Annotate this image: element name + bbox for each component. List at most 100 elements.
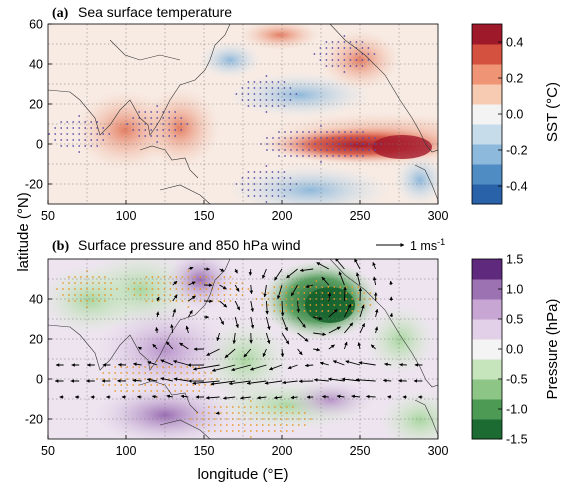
significance-dot	[361, 47, 364, 49]
wind-arrow	[243, 348, 252, 358]
significance-dot	[321, 310, 324, 312]
significance-dot	[157, 276, 160, 278]
significance-dot	[235, 294, 238, 296]
y-tick-label: 40	[29, 58, 43, 72]
colorbar-segment	[472, 164, 502, 185]
significance-dot	[350, 155, 352, 157]
colorbar-tick-label: 0.0	[506, 343, 523, 357]
significance-dot	[126, 390, 129, 392]
x-tick-label: 300	[428, 444, 449, 458]
wind-arrow	[234, 300, 241, 311]
significance-dot	[223, 294, 226, 296]
significance-dot	[279, 304, 282, 306]
colorbar-segment	[472, 379, 502, 400]
panel-b-y-tick-labels: 40 20 0 -20	[25, 293, 52, 427]
significance-dot	[327, 310, 330, 312]
significance-dot	[320, 125, 322, 127]
significance-dot	[231, 412, 234, 414]
significance-dot	[331, 41, 334, 43]
significance-dot	[296, 155, 298, 157]
significance-dot	[344, 137, 346, 139]
significance-dot	[362, 149, 364, 151]
wind-arrow	[219, 268, 225, 272]
significance-dot	[266, 149, 268, 151]
significance-dot	[361, 41, 364, 43]
significance-dot	[116, 288, 118, 290]
significance-dot	[355, 65, 358, 67]
significance-dot	[219, 424, 222, 426]
significance-dot	[168, 117, 171, 119]
significance-dot	[285, 412, 288, 414]
wind-arrow	[354, 259, 361, 270]
significance-dot	[96, 121, 99, 123]
significance-dot	[325, 41, 328, 43]
wind-arrow	[286, 268, 298, 279]
significance-dot	[289, 183, 292, 185]
panel-b-letter: (b)	[52, 239, 69, 254]
significance-dot	[273, 310, 276, 312]
pressure-panel: (b) Surface pressure and 850 hPa wind 1 …	[25, 237, 449, 458]
significance-dot	[261, 424, 264, 426]
significance-dot	[337, 53, 340, 55]
significance-dot	[249, 424, 252, 426]
significance-dot	[261, 292, 264, 294]
significance-dot	[192, 372, 195, 374]
significance-dot	[174, 384, 177, 386]
significance-dot	[265, 201, 268, 203]
significance-dot	[108, 384, 111, 386]
significance-dot	[138, 135, 141, 137]
x-axis-title: longitude (°E)	[197, 466, 288, 483]
significance-dot	[249, 418, 252, 420]
significance-dot	[199, 276, 202, 278]
significance-dot	[92, 282, 94, 284]
wind-arrow	[249, 284, 254, 295]
wind-arrow	[185, 325, 190, 334]
significance-dot	[367, 47, 370, 49]
significance-dot	[157, 294, 160, 296]
y-tick-label: 60	[29, 18, 43, 32]
significance-dot	[326, 137, 328, 139]
wind-arrow	[389, 312, 394, 318]
significance-dot	[302, 131, 304, 133]
significance-dot	[90, 127, 93, 129]
significance-dot	[291, 412, 294, 414]
sst-field	[48, 24, 438, 204]
colorbar-tick-label: -1.5	[506, 433, 528, 447]
significance-dot	[247, 105, 250, 107]
colorbar-segment	[472, 64, 502, 85]
significance-dot	[361, 65, 364, 67]
significance-dot	[126, 366, 129, 368]
significance-dot	[309, 286, 312, 288]
colorbar-segment	[472, 339, 502, 360]
wind-arrow	[172, 280, 178, 286]
wind-arrow	[287, 364, 298, 370]
panel-b-title: Surface pressure and 850 hPa wind	[78, 237, 301, 253]
significance-dot	[273, 406, 276, 408]
wind-arrow	[344, 322, 354, 334]
significance-dot	[211, 282, 214, 284]
significance-dot	[289, 189, 292, 191]
significance-dot	[277, 93, 280, 95]
sst-colorbar: 0.4 0.2 0.0 -0.2 -0.4	[471, 23, 528, 205]
significance-dot	[285, 298, 288, 300]
significance-dot	[213, 430, 216, 432]
significance-dot	[98, 282, 100, 284]
significance-dot	[138, 366, 141, 368]
significance-dot	[241, 177, 244, 179]
significance-dot	[98, 276, 100, 278]
significance-dot	[255, 430, 258, 432]
significance-dot	[145, 294, 148, 296]
significance-dot	[193, 288, 196, 290]
significance-dot	[205, 288, 208, 290]
significance-dot	[277, 195, 280, 197]
significance-dot	[259, 189, 262, 191]
wind-arrow	[280, 348, 285, 358]
wind-arrow	[328, 309, 338, 318]
wind-arrow	[146, 377, 158, 382]
significance-dot	[92, 276, 94, 278]
wind-arrow	[188, 295, 196, 302]
wind-arrow	[296, 300, 301, 313]
significance-dot	[78, 127, 81, 129]
significance-dot	[283, 93, 286, 95]
significance-dot	[145, 288, 148, 290]
